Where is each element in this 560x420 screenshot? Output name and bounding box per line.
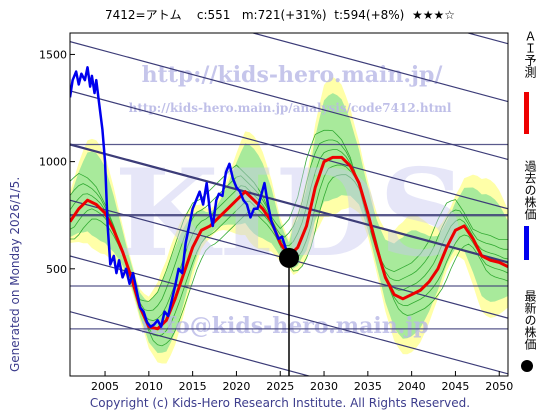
current-price: c:551 xyxy=(196,8,231,22)
plot-frame xyxy=(69,32,509,377)
watermark-email: info@kids-hero.main.jp xyxy=(141,313,428,339)
x-tick-label: 2025 xyxy=(266,380,294,393)
y-tick-label: 1000 xyxy=(39,156,67,169)
trend-channel-line xyxy=(70,143,508,264)
target-price: t:594(+8%) xyxy=(334,8,405,22)
x-tick-label: 2005 xyxy=(91,380,119,393)
y-tick-label: 1500 xyxy=(39,48,67,61)
x-tick-label: 2030 xyxy=(310,380,338,393)
chart-header: 7412=アトム c:551 m:721(+31%) t:594(+8%) ★★… xyxy=(0,6,560,23)
x-tick-label: 2020 xyxy=(222,380,250,393)
x-axis: 2005 2010 2015 2020 2025 2030 2035 2040 2045 2050 xyxy=(91,371,513,393)
copyright: Copyright (c) Kids-Hero Research Institu… xyxy=(89,396,471,410)
past-price-line xyxy=(70,66,291,328)
legend-ai-forecast-label: ＡＩ予測 xyxy=(523,30,537,78)
x-tick-label: 2040 xyxy=(398,380,426,393)
rating-stars: ★★★☆ xyxy=(411,8,456,22)
trend-channel-line xyxy=(250,33,508,103)
legend-latest-price-dot xyxy=(521,360,533,372)
latest-price-dot xyxy=(279,247,299,268)
ticker-name: 7412=アトム xyxy=(104,8,182,22)
latest-marker xyxy=(279,247,299,376)
watermark-url-main: http://kids-hero.main.jp/ xyxy=(142,62,444,88)
y-axis: 500 1000 1500 xyxy=(39,48,75,276)
x-tick-label: 2050 xyxy=(485,380,513,393)
watermark-url-analysis: http://kids-hero.main.jp/analysis/code74… xyxy=(129,101,452,115)
legend-past-price-label: 過去の株価 xyxy=(523,160,537,220)
y-tick-label: 500 xyxy=(46,263,67,276)
x-tick-label: 2045 xyxy=(441,380,469,393)
legend-latest-price-label: 最新の株価 xyxy=(523,290,537,350)
forecast-band-line xyxy=(70,139,508,312)
forecast-band-line xyxy=(70,129,508,302)
x-tick-label: 2035 xyxy=(354,380,382,393)
trend-channel-line xyxy=(70,90,508,210)
x-tick-label: 2015 xyxy=(179,380,207,393)
legend-past-price-swatch xyxy=(524,226,529,260)
trend-channel-line xyxy=(70,40,508,161)
watermark-layer: KIDS http://kids-hero.main.jp/ http://ki… xyxy=(114,62,465,339)
mid-target: m:721(+31%) xyxy=(241,8,327,22)
x-tick-label: 2010 xyxy=(135,380,163,393)
generated-date: Generated on Monday 2026/1/5. xyxy=(8,176,22,372)
legend-ai-forecast-swatch xyxy=(524,92,529,134)
